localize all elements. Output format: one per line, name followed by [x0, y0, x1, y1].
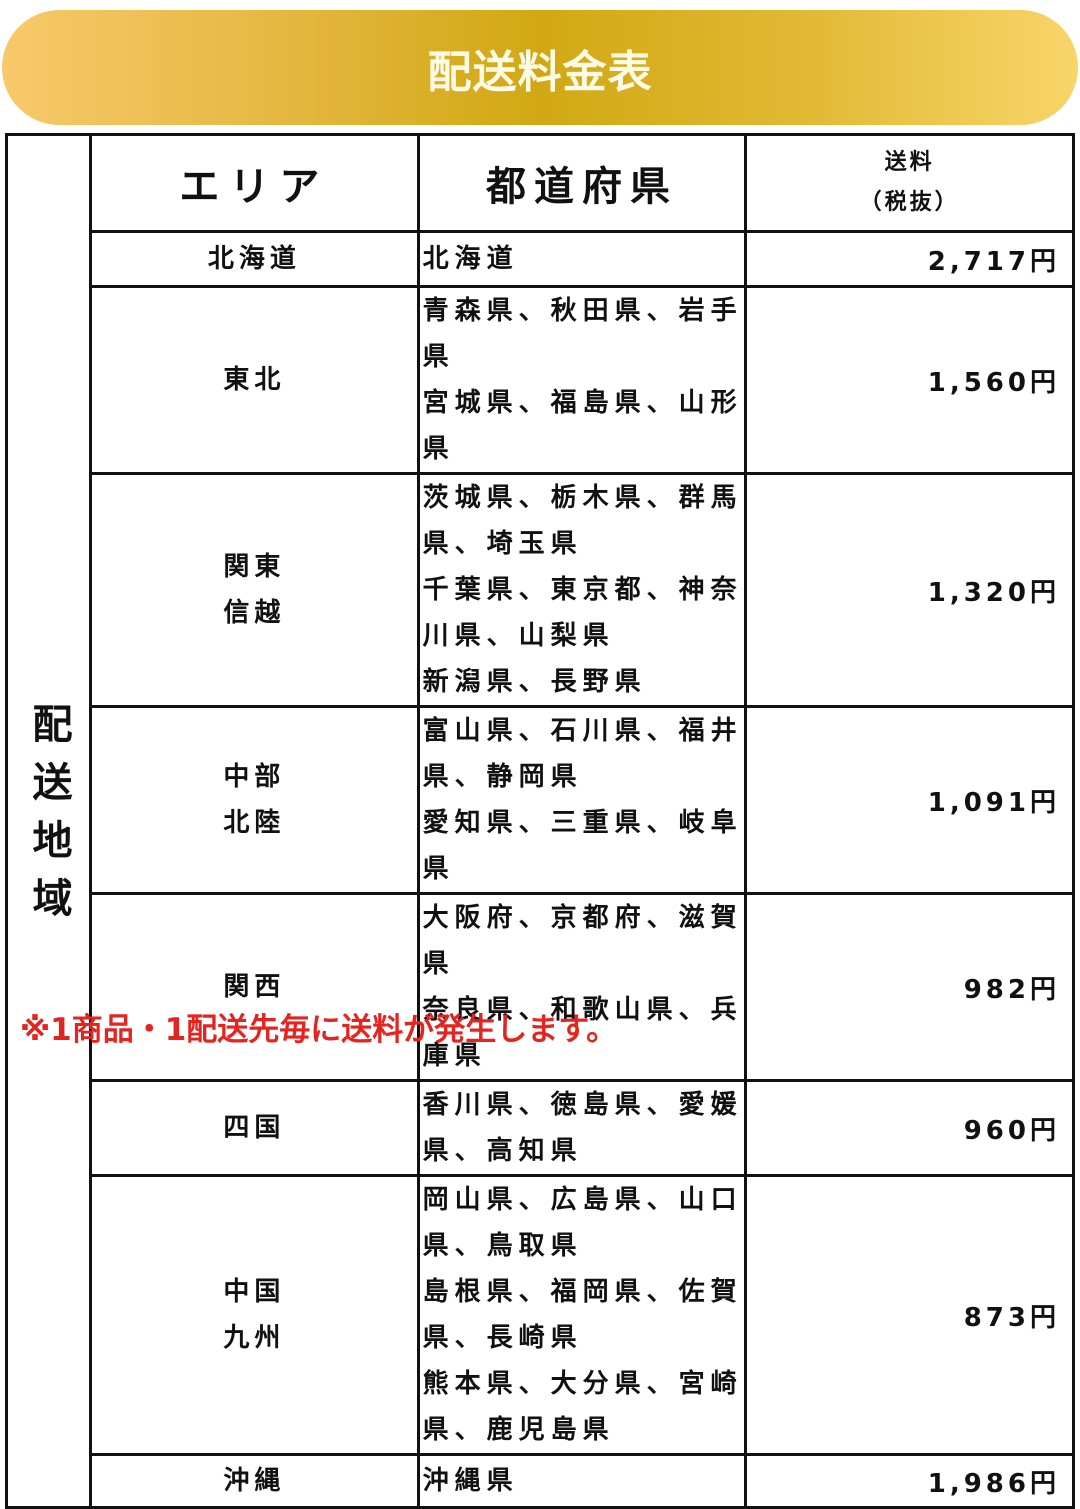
header-area: エリア — [89, 133, 420, 233]
area-name: 北陸 — [223, 808, 286, 838]
prefecture-cell: 沖縄県 — [416, 1453, 748, 1509]
header-row: 配送地域 エリア 都道府県 送料 （税抜） — [5, 133, 1075, 1509]
prefecture-line: 奈良県、和歌山県、兵庫県 — [422, 995, 743, 1071]
area-name: 九州 — [223, 1323, 286, 1353]
table-row: 東北 青森県、秋田県、岩手県 宮城県、福島県、山形県 1,560円 — [7, 285, 1075, 475]
price-cell: 1,986円 — [744, 1453, 1075, 1509]
prefecture-line: 茨城県、栃木県、群馬県、埼玉県 — [422, 483, 743, 559]
prefecture-cell: 大阪府、京都府、滋賀県 奈良県、和歌山県、兵庫県 — [416, 892, 748, 1082]
prefecture-line: 北海道 — [422, 244, 519, 274]
title-banner: 配送料金表 — [2, 10, 1078, 125]
prefecture-line: 愛知県、三重県、岐阜県 — [422, 808, 743, 884]
area-cell: 中国 九州 — [89, 1174, 420, 1456]
prefecture-cell: 青森県、秋田県、岩手県 宮城県、福島県、山形県 — [416, 285, 748, 475]
delivery-region-label: 配送地域 — [25, 703, 72, 935]
area-name: 沖縄 — [223, 1466, 286, 1496]
area-name: 中国 — [223, 1277, 286, 1307]
delivery-region-cell: 配送地域 — [5, 133, 92, 1509]
prefecture-line: 熊本県、大分県、宮崎県、鹿児島県 — [422, 1369, 743, 1445]
area-cell: 中部 北陸 — [89, 705, 420, 895]
prefecture-line: 新潟県、長野県 — [422, 667, 647, 697]
price-cell: 982円 — [744, 892, 1075, 1082]
prefecture-line: 青森県、秋田県、岩手県 — [422, 296, 743, 372]
prefecture-line: 富山県、石川県、福井県、静岡県 — [422, 716, 743, 792]
price-cell: 960円 — [744, 1079, 1075, 1177]
area-cell: 関西 — [89, 892, 420, 1082]
page-title: 配送料金表 — [427, 46, 653, 98]
prefecture-line: 島根県、福岡県、佐賀県、長崎県 — [422, 1277, 743, 1353]
area-name: 四国 — [223, 1113, 286, 1143]
area-name: 信越 — [223, 598, 286, 628]
header-price-line: （税抜） — [859, 190, 960, 215]
prefecture-cell: 茨城県、栃木県、群馬県、埼玉県 千葉県、東京都、神奈川県、山梨県新潟県、長野県 — [416, 472, 748, 708]
table-row: 中国 九州 岡山県、広島県、山口県、鳥取県 島根県、福岡県、佐賀県、長崎県 熊本県、大分… — [7, 1174, 1075, 1456]
area-cell: 関東 信越 — [89, 472, 420, 708]
table-row: 関東 信越 茨城県、栃木県、群馬県、埼玉県 千葉県、東京都、神奈川県、山梨県 新潟県、長… — [7, 472, 1075, 708]
prefecture-line: 大阪府、京都府、滋賀県 — [422, 903, 743, 979]
area-name: 関西 — [223, 972, 286, 1002]
prefecture-line: 岡山県、広島県、山口県、鳥取県 — [422, 1185, 743, 1261]
area-cell: 北海道 — [89, 230, 420, 288]
prefecture-line: 香川県、徳島県、愛媛県、高知県 — [422, 1090, 743, 1166]
price-cell: 2,717円 — [744, 230, 1075, 288]
table-row: 関西 大阪府、京都府、滋賀県 奈良県、和歌山県、兵庫県 982円 — [7, 892, 1075, 1082]
area-cell: 沖縄 — [89, 1453, 420, 1509]
table-row: 北海道 北海道 2,717円 — [7, 230, 1075, 288]
header-prefecture: 都道府県 — [416, 133, 748, 233]
prefecture-cell: 北海道 — [416, 230, 748, 288]
prefecture-line: 宮城県、福島県、山形県 — [422, 388, 743, 464]
area-cell: 四国 — [89, 1079, 420, 1177]
table-row: 中部 北陸 富山県、石川県、福井県、静岡県 愛知県、三重県、岐阜県 1,091円 — [7, 705, 1075, 895]
prefecture-cell: 岡山県、広島県、山口県、鳥取県 島根県、福岡県、佐賀県、長崎県 熊本県、大分県、宮崎… — [416, 1174, 748, 1456]
price-cell: 1,320円 — [744, 472, 1075, 708]
price-cell: 1,091円 — [744, 705, 1075, 895]
prefecture-cell: 香川県、徳島県、愛媛県、高知県 — [416, 1079, 748, 1177]
area-name: 北海道 — [207, 244, 301, 274]
area-name: 関東 — [223, 552, 286, 582]
prefecture-line: 千葉県、東京都、神奈川県、山梨県 — [422, 575, 743, 651]
price-cell: 873円 — [744, 1174, 1075, 1456]
prefecture-line: 沖縄県 — [422, 1466, 519, 1496]
shipping-note: ※1商品・1配送先毎に送料が発生します。 — [20, 1012, 618, 1048]
area-name: 中部 — [223, 762, 286, 792]
area-name: 東北 — [223, 365, 286, 395]
header-price: 送料 （税抜） — [744, 133, 1075, 233]
header-price-line: 送料 — [884, 150, 935, 175]
shipping-fee-table: 配送地域 エリア 都道府県 送料 （税抜） 北海道 北海道 2,717円東北 青森県、… — [5, 133, 1075, 1509]
area-cell: 東北 — [89, 285, 420, 475]
prefecture-cell: 富山県、石川県、福井県、静岡県 愛知県、三重県、岐阜県 — [416, 705, 748, 895]
table-row: 四国 香川県、徳島県、愛媛県、高知県 960円 — [7, 1079, 1075, 1177]
price-cell: 1,560円 — [744, 285, 1075, 475]
table-row: 沖縄 沖縄県 1,986円 — [7, 1453, 1075, 1509]
